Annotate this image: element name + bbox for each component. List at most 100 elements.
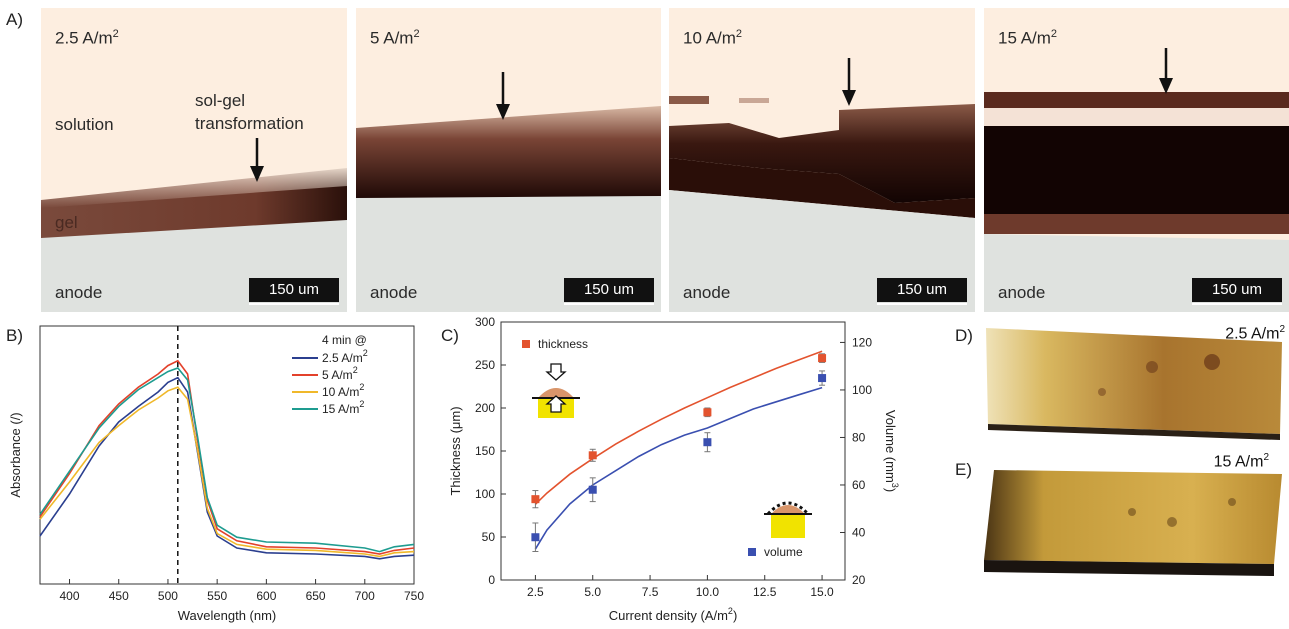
- x-tick-label: 600: [256, 589, 276, 603]
- data-point-volume: [703, 438, 712, 447]
- y-left-tick-label: 200: [475, 401, 495, 415]
- anode-label: anode: [370, 283, 418, 302]
- plot-frame: [39, 325, 415, 585]
- x-tick-label: 500: [158, 589, 178, 603]
- legend-label: 10 A/m2: [322, 382, 364, 399]
- x-tick-label: 7.5: [642, 585, 659, 599]
- scale-bar: 150 um: [877, 278, 967, 305]
- arrow-up-icon: [545, 395, 567, 413]
- panel-b-letter: B): [6, 326, 23, 345]
- annotation-line2: transformation: [195, 114, 304, 133]
- thickness-volume-chart: 2.5 5.0 7.5 10.0 12.5 15.0 0 50 100 150 200 250 300 2…: [448, 315, 900, 623]
- current-label: 2.5 A/m2: [55, 28, 119, 48]
- data-point-thickness: [703, 408, 712, 417]
- x-tick-label: 10.0: [696, 585, 720, 599]
- micrograph-5: 5 A/m2 anode 150 um: [356, 8, 661, 312]
- micrograph-10-image: [669, 8, 975, 312]
- y-right-tick-label: 60: [852, 478, 866, 492]
- schematic-gel: [538, 388, 574, 398]
- x-tick-label: 750: [404, 589, 424, 603]
- sample-photo-15-image: [984, 470, 1282, 576]
- schematic-dashed-outline: [766, 501, 810, 516]
- annotation-line1: sol-gel: [195, 91, 246, 110]
- data-point-thickness: [531, 495, 540, 504]
- scale-bar: 150 um: [249, 278, 339, 305]
- legend-title: 4 min @: [322, 333, 367, 347]
- legend-label: 5 A/m2: [322, 365, 358, 382]
- sample-photo-2-5: 2.5 A/m2: [982, 322, 1287, 444]
- y-left-axis-label: Thickness (μm): [448, 406, 463, 495]
- arrow-down-icon: [250, 138, 264, 182]
- fit-line-thickness: [534, 350, 823, 505]
- x-tick-label: 15.0: [810, 585, 834, 599]
- x-tick-label: 650: [306, 589, 326, 603]
- y-right-tick-label: 40: [852, 525, 866, 539]
- x-tick-label: 400: [60, 589, 80, 603]
- y-right-tick-label: 80: [852, 430, 866, 444]
- schematic-substrate: [771, 514, 805, 538]
- arrow-down-icon: [545, 363, 567, 381]
- micrograph-2-5-image: [41, 8, 347, 312]
- series-line-10-A-m: [39, 386, 415, 558]
- y-left-tick-label: 250: [475, 358, 495, 372]
- y-left-tick-label: 150: [475, 444, 495, 458]
- data-point-thickness: [588, 451, 597, 460]
- scale-bar: 150 um: [1192, 278, 1282, 305]
- anode-label: anode: [683, 283, 731, 302]
- y-axis-label: Absorbance (/): [8, 412, 23, 497]
- legend-marker-thickness: [522, 340, 530, 348]
- photo-current-label: 2.5 A/m2: [1225, 324, 1285, 343]
- legend-label: 2.5 A/m2: [322, 348, 368, 365]
- sample-photo-2-5-image: [986, 328, 1282, 440]
- arrow-down-icon: [1159, 48, 1173, 94]
- micrograph-10: 10 A/m2 anode 150 um: [669, 8, 975, 312]
- arrow-down-icon: [496, 72, 510, 120]
- sample-photo-15: 15 A/m2: [982, 452, 1287, 578]
- x-axis-label: Current density (A/m2): [609, 606, 738, 623]
- legend-label-volume: volume: [764, 545, 803, 559]
- panel-c-letter: C): [441, 326, 459, 345]
- data-point-thickness: [818, 354, 827, 363]
- volume-schematic-icon: [764, 501, 812, 538]
- legend-label: 15 A/m2: [322, 399, 364, 416]
- series-line-15-A-m: [39, 367, 415, 553]
- x-tick-label: 12.5: [753, 585, 777, 599]
- schematic-gel: [771, 505, 805, 514]
- solution-label: solution: [55, 115, 114, 134]
- y-left-tick-label: 0: [488, 573, 495, 587]
- panel-e-letter: E): [955, 460, 972, 479]
- y-right-tick-label: 120: [852, 335, 872, 349]
- fit-line-volume: [534, 386, 823, 550]
- data-point-volume: [588, 485, 597, 494]
- micrograph-15: 15 A/m2 anode 150 um: [984, 8, 1289, 312]
- y-left-tick-label: 50: [482, 530, 496, 544]
- current-label: 15 A/m2: [998, 28, 1058, 48]
- current-label: 10 A/m2: [683, 28, 743, 48]
- panel-d-letter: D): [955, 326, 973, 345]
- micrograph-15-image: [984, 8, 1289, 312]
- y-right-tick-label: 20: [852, 573, 866, 587]
- panel-a-letter: A): [6, 10, 23, 29]
- micrograph-2-5: 2.5 A/m2 solution sol-gel transformation…: [41, 8, 347, 312]
- absorbance-chart: 400 450 500 550 600 650 700 750 Wavelength (nm) A…: [8, 325, 424, 623]
- micrograph-5-image: [356, 8, 661, 312]
- x-axis-label: Wavelength (nm): [178, 608, 277, 623]
- scale-bar: 150 um: [564, 278, 654, 305]
- photo-current-label: 15 A/m2: [1213, 452, 1269, 471]
- x-tick-label: 450: [109, 589, 129, 603]
- y-left-tick-label: 300: [475, 315, 495, 329]
- plot-frame: [500, 321, 846, 581]
- y-left-tick-label: 100: [475, 487, 495, 501]
- y-right-axis-label: Volume (mm3): [883, 410, 900, 492]
- compression-schematic-icon: [532, 363, 580, 418]
- anode-label: anode: [55, 283, 103, 302]
- x-tick-label: 5.0: [584, 585, 601, 599]
- legend-label-thickness: thickness: [538, 337, 588, 351]
- anode-label: anode: [998, 283, 1046, 302]
- legend-marker-volume: [748, 548, 756, 556]
- arrow-down-icon: [842, 58, 856, 106]
- x-tick-label: 700: [355, 589, 375, 603]
- data-point-volume: [531, 533, 540, 542]
- data-point-volume: [818, 374, 827, 383]
- x-tick-label: 550: [207, 589, 227, 603]
